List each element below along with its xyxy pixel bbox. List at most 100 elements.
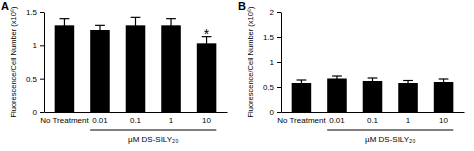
x-tick: 0.1	[130, 112, 142, 125]
y-tick-mark	[40, 12, 44, 13]
y-tick-mark	[40, 112, 44, 113]
plot: 0 0.5 1 1.5 No Treatment0.01 0.1 1 10 µM DS-SILY…	[26, 8, 228, 144]
x-tick-label: 1	[406, 116, 411, 125]
error-stem	[301, 80, 302, 86]
error-cap	[60, 18, 70, 19]
y-axis: 0 0.5 1 1.5 2	[263, 8, 282, 117]
error-cap	[439, 78, 449, 79]
panel-label: A	[1, 0, 9, 12]
y-tick: 1	[33, 41, 44, 50]
y-axis-title: Fluorescence/Cell Number (x10⁶)	[246, 6, 255, 118]
error-bar	[166, 19, 176, 32]
x-tick-label: 0.01	[329, 116, 345, 125]
error-cap	[166, 18, 176, 19]
x-tick: 0.01	[92, 112, 108, 125]
y-tick-label: 2	[270, 8, 275, 17]
x-axis: No Treatment0.01 0.1 1 10	[277, 112, 464, 125]
y-axis-line	[281, 13, 282, 113]
y-axis-line	[44, 13, 45, 113]
y-tick-label: 0.5	[263, 83, 275, 92]
y-tick: 1	[270, 58, 281, 67]
error-stem	[64, 19, 65, 32]
error-stem	[443, 79, 444, 85]
bar	[363, 81, 383, 112]
bar	[434, 82, 454, 112]
panel: 0 0.5 1 1.5 No Treatment0.01 0.1 1 10 µM DS-SILY…	[1, 0, 228, 144]
error-stem	[99, 25, 100, 34]
panel: 0 0.5 1 1.5 2 No Treatment0.01 0.1 1 10 µM DS-SIL…	[238, 0, 465, 144]
error-cap	[297, 79, 307, 80]
x-tick: 1	[169, 112, 174, 125]
annotation: *	[204, 26, 210, 42]
marks	[292, 76, 454, 112]
y-tick-label: 1.5	[263, 33, 275, 42]
error-stem	[372, 78, 373, 84]
x-axis: No Treatment0.01 0.1 1 10	[40, 112, 227, 125]
y-tick-mark	[277, 62, 281, 63]
y-tick-label: 1.5	[26, 8, 38, 17]
error-bar	[332, 76, 342, 81]
error-stem	[407, 81, 408, 86]
y-tick: 0.5	[26, 75, 44, 84]
group-label: µM DS-SILY₂₀	[365, 135, 415, 144]
x-axis-line	[282, 112, 465, 113]
bar	[197, 43, 217, 112]
bar	[90, 30, 110, 112]
x-tick: 0.01	[329, 112, 345, 125]
error-bar	[131, 17, 141, 33]
bar	[126, 25, 146, 112]
error-bar	[95, 25, 105, 34]
y-tick: 1.5	[263, 33, 281, 42]
y-tick-label: 0.5	[26, 75, 38, 84]
error-bar	[297, 80, 307, 86]
group-bracket	[327, 130, 453, 131]
y-tick-mark	[277, 12, 281, 13]
error-cap	[368, 77, 378, 78]
y-tick-mark	[277, 87, 281, 88]
error-cap	[95, 25, 105, 26]
error-stem	[336, 76, 337, 81]
x-tick: No Treatment	[40, 112, 89, 125]
y-axis: 0 0.5 1 1.5	[26, 8, 45, 117]
group-label: µM DS-SILY₂₀	[128, 135, 178, 144]
x-tick-label: No Treatment	[40, 116, 89, 125]
y-tick-label: 0	[33, 108, 38, 117]
x-tick: 10	[202, 112, 211, 125]
y-tick-label: 1	[33, 41, 38, 50]
error-stem	[135, 17, 136, 33]
group-bracket	[90, 130, 216, 131]
bar	[398, 83, 418, 112]
error-stem	[170, 19, 171, 32]
x-tick-label: No Treatment	[277, 116, 326, 125]
x-tick-label: 1	[169, 116, 174, 125]
bar	[55, 25, 75, 112]
bar	[292, 83, 312, 112]
x-tick: 10	[439, 112, 448, 125]
x-tick-label: 0.1	[130, 116, 142, 125]
bar	[327, 79, 347, 113]
y-axis-title: Fluorescence/Cell Number (x10⁶)	[9, 6, 18, 118]
y-tick-mark	[277, 112, 281, 113]
x-axis-line	[45, 112, 228, 113]
x-tick-label: 10	[439, 116, 448, 125]
bar	[161, 25, 181, 112]
x-tick: 1	[406, 112, 411, 125]
x-tick: No Treatment	[277, 112, 326, 125]
error-bar	[60, 19, 70, 32]
figure: 00.511.5No Treatment0.010.1110µM DS-SILY…	[0, 0, 474, 151]
y-tick-label: 1	[270, 58, 275, 67]
error-cap	[131, 17, 141, 18]
error-bar	[403, 81, 413, 86]
error-cap	[403, 80, 413, 81]
y-tick-label: 0	[270, 108, 275, 117]
y-tick-mark	[40, 45, 44, 46]
error-cap	[332, 75, 342, 76]
panel-label: B	[238, 0, 246, 12]
plot: 0 0.5 1 1.5 2 No Treatment0.01 0.1 1 10 µM DS-SIL…	[263, 8, 465, 144]
x-tick-label: 0.1	[367, 116, 379, 125]
y-tick-mark	[277, 37, 281, 38]
marks	[55, 17, 217, 112]
x-tick: 0.1	[367, 112, 379, 125]
y-tick: 1.5	[26, 8, 44, 17]
x-tick-label: 10	[202, 116, 211, 125]
